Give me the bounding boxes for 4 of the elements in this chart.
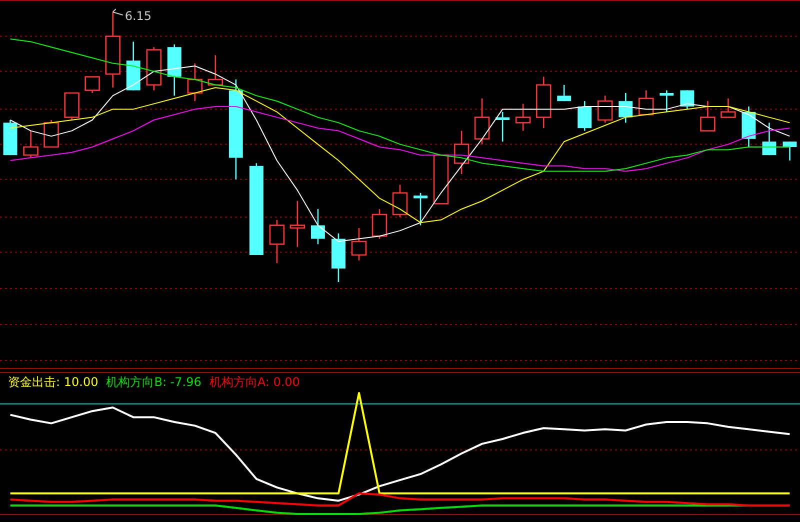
text: 资金出击: 10.00 [8, 375, 98, 389]
annotation: 6.15 [124, 9, 152, 23]
text: 机构方向B: -7.96 [106, 375, 202, 389]
text: 机构方向A: 0.00 [209, 375, 300, 389]
